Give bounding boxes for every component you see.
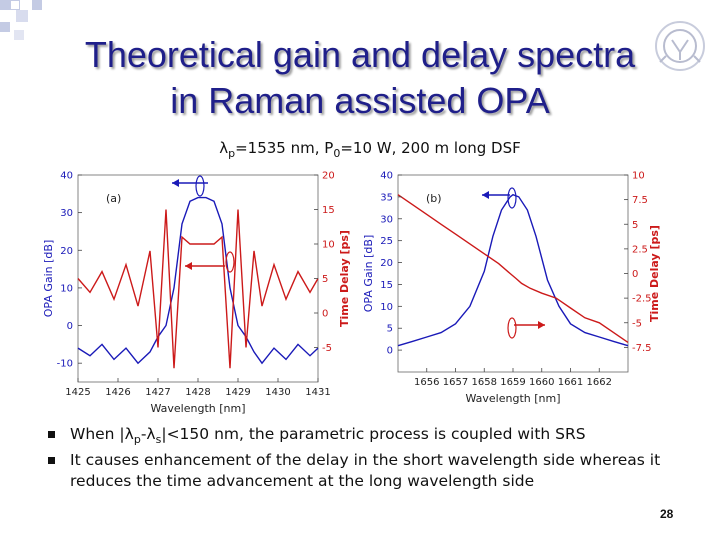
- y-tick-label-left: 20: [380, 258, 393, 269]
- y-tick-label-right: 5: [322, 274, 328, 285]
- x-tick-label: 1656: [414, 377, 439, 388]
- y-tick-label-right: -7.5: [632, 343, 652, 354]
- y-tick-label-left: 15: [380, 280, 393, 291]
- subtitle-tail: =10 W, 200 m long DSF: [340, 139, 521, 157]
- y-tick-label-left: 40: [380, 171, 393, 182]
- y-tick-label-right: -2.5: [632, 294, 652, 305]
- y-tick-label-left: 0: [67, 321, 73, 332]
- delay-annotation-oval: [507, 317, 517, 339]
- slide-title-line2: in Raman assisted OPA: [170, 80, 550, 121]
- x-tick-label: 1657: [443, 377, 468, 388]
- gain-annotation-oval: [195, 175, 205, 197]
- bullet-list: When |λp-λs|<150 nm, the parametric proc…: [48, 424, 668, 492]
- x-tick-label: 1428: [185, 387, 210, 398]
- gain-curve: [77, 196, 319, 365]
- delay-arrowhead: [538, 321, 545, 329]
- subtitle-mid: =1535 nm, P: [235, 139, 334, 157]
- x-tick-label: 1430: [265, 387, 290, 398]
- y-tick-label-left: 20: [60, 246, 73, 257]
- deco-square: [14, 30, 24, 40]
- slide-title: Theoretical gain and delay spectra in Ra…: [20, 32, 700, 124]
- y-tick-label-left: -10: [57, 359, 73, 370]
- y-axis-label-right: Time Delay [ps]: [648, 225, 661, 322]
- y-tick-label-left: 0: [387, 346, 393, 357]
- y-tick-label-left: 40: [60, 171, 73, 182]
- plot-frame: [77, 174, 319, 383]
- y-tick-label-right: -5: [632, 318, 642, 329]
- deco-square: [16, 10, 28, 22]
- panel-label: (b): [426, 192, 442, 205]
- y-tick-label-left: 30: [60, 208, 73, 219]
- gain-annotation-oval: [507, 187, 517, 209]
- gain-arrowhead: [172, 179, 179, 187]
- bullet-square-icon: [48, 457, 55, 465]
- bullet-text: It causes enhancement of the delay in th…: [70, 451, 661, 491]
- y-tick-label-right: 0: [322, 309, 328, 320]
- bullet-post: |<150 nm, the parametric process is coup…: [161, 425, 586, 443]
- x-tick-label: 1659: [500, 377, 525, 388]
- x-tick-label: 1426: [105, 387, 130, 398]
- y-tick-label-left: 10: [380, 302, 393, 313]
- y-axis-label-left: OPA Gain [dB]: [42, 240, 55, 318]
- page-number: 28: [660, 507, 674, 521]
- deco-square: [0, 0, 10, 10]
- y-tick-label-right: 5: [632, 220, 638, 231]
- x-tick-label: 1431: [305, 387, 330, 398]
- gain-curve: [397, 193, 629, 347]
- delay-curve: [77, 209, 319, 369]
- y-tick-label-right: 20: [322, 171, 335, 182]
- y-tick-label-right: 10: [322, 240, 335, 251]
- bullet-mid: -λ: [140, 425, 156, 443]
- bullet-item: When |λp-λs|<150 nm, the parametric proc…: [48, 424, 668, 450]
- x-tick-label: 1658: [472, 377, 497, 388]
- subscript-0: 0: [333, 147, 341, 160]
- lambda-symbol: λ: [219, 139, 229, 157]
- y-axis-label-right: Time Delay [ps]: [338, 230, 351, 327]
- subscript-p: p: [228, 147, 236, 160]
- delay-annotation-oval: [225, 251, 235, 273]
- bullet-item: It causes enhancement of the delay in th…: [48, 450, 668, 492]
- x-tick-label: 1662: [587, 377, 612, 388]
- x-axis-label: Wavelength [nm]: [150, 402, 245, 415]
- y-tick-label-right: 7.5: [632, 195, 648, 206]
- x-tick-label: 1429: [225, 387, 250, 398]
- y-tick-label-right: 10: [632, 171, 645, 182]
- pump-parameters: λp=1535 nm, P0=10 W, 200 m long DSF: [0, 139, 720, 160]
- bullet-sub-s: s: [155, 433, 162, 447]
- gain-arrowhead: [482, 191, 489, 199]
- y-tick-label-right: -5: [322, 343, 332, 354]
- y-axis-label-left: OPA Gain [dB]: [362, 235, 375, 313]
- bullet-pre: When |λ: [70, 425, 134, 443]
- delay-arrowhead: [185, 262, 192, 270]
- deco-square: [10, 0, 20, 10]
- y-tick-label-right: 15: [322, 205, 335, 216]
- x-tick-label: 1425: [65, 387, 90, 398]
- deco-square: [0, 22, 10, 32]
- delay-curve: [397, 194, 629, 343]
- y-tick-label-left: 30: [380, 214, 393, 225]
- deco-square: [32, 0, 42, 10]
- y-tick-label-left: 25: [380, 236, 393, 247]
- bullet-square-icon: [48, 431, 55, 438]
- bullet-sub-p: p: [133, 433, 141, 447]
- panel-label: (a): [106, 192, 121, 205]
- y-tick-label-right: 0: [632, 269, 638, 280]
- x-tick-label: 1661: [558, 377, 583, 388]
- y-tick-label-right: 2.5: [632, 244, 648, 255]
- y-tick-label-left: 10: [60, 283, 73, 294]
- y-tick-label-left: 5: [387, 324, 393, 335]
- x-tick-label: 1427: [145, 387, 170, 398]
- x-axis-label: Wavelength [nm]: [465, 392, 560, 405]
- x-tick-label: 1660: [529, 377, 554, 388]
- slide-title-line1: Theoretical gain and delay spectra: [84, 34, 636, 75]
- y-tick-label-left: 35: [380, 192, 393, 203]
